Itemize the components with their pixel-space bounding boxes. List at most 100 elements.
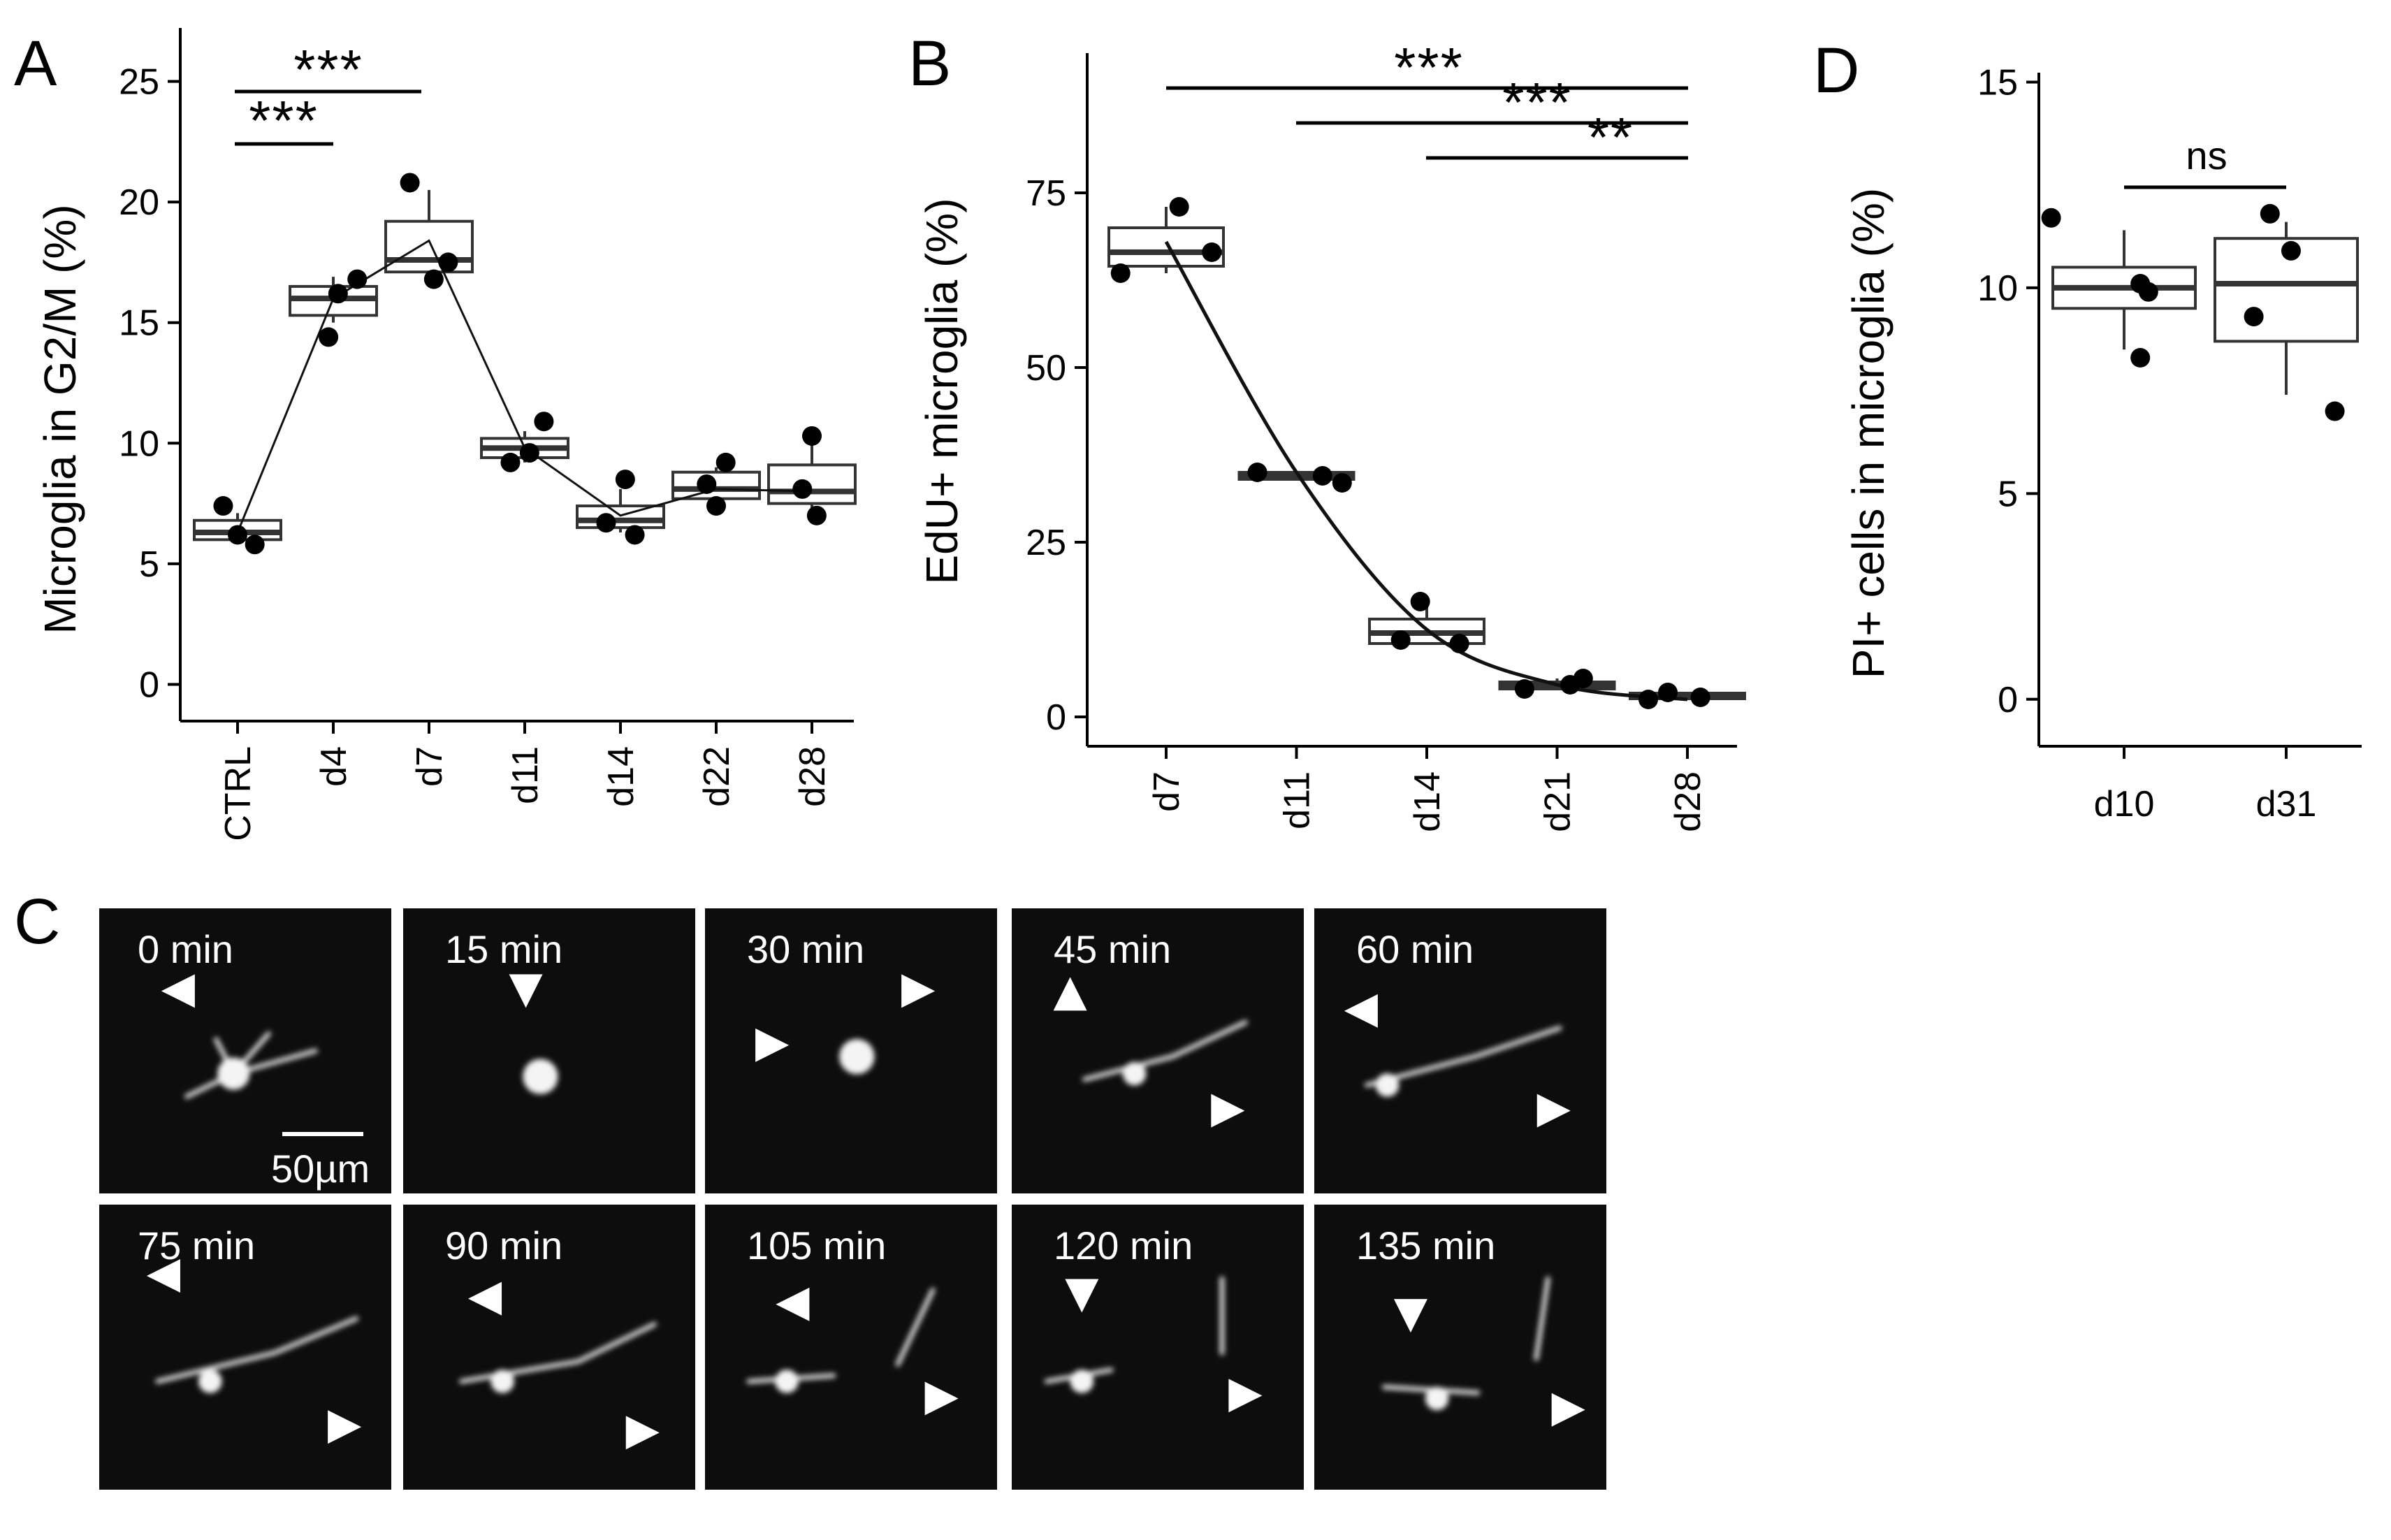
box-d10 (2051, 230, 2197, 350)
y-tick-label: 15 (1977, 62, 2018, 103)
data-point (519, 443, 539, 463)
data-point (697, 474, 717, 494)
data-point (2325, 401, 2345, 421)
box-d7 (384, 189, 474, 275)
frame-background (1314, 908, 1606, 1193)
x-tick-label: d11 (1277, 771, 1318, 829)
arrowhead-marker (924, 1381, 959, 1416)
x-tick-label: d28 (1668, 771, 1708, 832)
y-tick-label: 5 (139, 544, 159, 585)
y-tick-label: 0 (1046, 697, 1066, 738)
cell-process (272, 1316, 359, 1356)
micrograph-frame: 135 min (1314, 1205, 1606, 1490)
arrowhead-marker (1536, 1094, 1571, 1128)
cell-body (523, 1059, 558, 1094)
cell-process (155, 1350, 277, 1384)
scale-bar: 50µm (271, 1132, 370, 1191)
micrograph-frame: 105 min (705, 1205, 997, 1490)
arrowhead-marker (1344, 994, 1378, 1028)
frame-background (1314, 1205, 1606, 1490)
x-tick-label: d22 (697, 746, 737, 807)
y-tick-label: 5 (1998, 474, 2018, 514)
microglia-cell (523, 1059, 558, 1094)
y-tick-label: 25 (119, 62, 159, 103)
panel-d-y-axis-title: PI+ cells in microglia (%) (1843, 188, 1894, 678)
x-tick-label: d7 (1147, 771, 1187, 812)
y-tick-label: 50 (1026, 348, 1066, 388)
panel-a-y-ticks: 0 5 10 15 20 25 (119, 62, 180, 705)
data-point (802, 426, 822, 446)
data-point (400, 173, 420, 193)
y-tick-label: 0 (1998, 680, 2018, 720)
trend-line (1164, 240, 1688, 702)
frame-background (99, 1205, 391, 1490)
micrograph-frame: 90 min (403, 1205, 695, 1490)
panel-d-points (2041, 203, 2345, 421)
frame-background (403, 908, 695, 1193)
panel-d-y-ticks: 0 5 10 15 (1977, 62, 2039, 720)
panel-a-points (213, 173, 827, 555)
micrograph-frame: 120 min (1012, 1205, 1304, 1490)
data-point (534, 412, 554, 432)
x-tick-label: d4 (314, 746, 354, 787)
box-d28 (767, 443, 857, 514)
box-iqr (671, 470, 761, 500)
arrowhead-marker (328, 1410, 362, 1444)
frame-time-label: 45 min (1054, 927, 1171, 971)
x-tick-label: CTRL (218, 746, 259, 841)
panel-b-boxes (1107, 207, 1746, 700)
data-point (1514, 679, 1534, 699)
y-tick-label: 15 (119, 303, 159, 344)
frame-time-label: 90 min (445, 1223, 562, 1267)
arrowhead-marker (146, 1259, 180, 1293)
panel-a-x-ticks: CTRL d4 d7 d11 d14 d22 d28 (218, 721, 833, 841)
cell-body (198, 1370, 222, 1393)
frame-time-label: 135 min (1356, 1223, 1495, 1267)
panel-c-micrographs: C 0 min 15 min 30 min 45 min 60 min 75 min 90 … (14, 886, 1606, 1490)
x-tick-label: d10 (2094, 784, 2155, 825)
panel-d-y-axis (2037, 73, 2362, 748)
arrowhead-marker (1228, 1379, 1263, 1413)
panel-a-y-axis (179, 28, 854, 722)
panel-a-y-axis-title: Microglia in G2/M (%) (35, 204, 85, 634)
data-point (500, 452, 521, 472)
arrowhead-marker (625, 1416, 660, 1450)
frame-background (705, 1205, 997, 1490)
arrowhead-marker (755, 1028, 790, 1062)
data-point (806, 505, 827, 525)
panel-d-x-ticks: d10 d31 (2094, 746, 2316, 825)
data-point (615, 470, 635, 490)
micrograph-frame: 75 min (99, 1205, 391, 1490)
micrograph-grid: 0 min 15 min 30 min 45 min 60 min 75 min 90 mi… (99, 908, 1606, 1490)
data-point (1169, 197, 1189, 217)
x-tick-label: d14 (1407, 771, 1448, 832)
panel-b-chart: B EdU+ microglia (%) 0 25 50 75 d7 d11 d14 d21… (908, 28, 1746, 832)
frame-time-label: 60 min (1356, 927, 1474, 971)
cell-body (775, 1370, 799, 1393)
data-point (228, 525, 247, 545)
panel-b-significance: *** *** ** (1166, 36, 1688, 168)
frame-time-label: 105 min (747, 1223, 886, 1267)
data-point (706, 496, 726, 516)
frame-time-label: 0 min (138, 927, 233, 971)
cell-body (839, 1039, 875, 1075)
box-d14 (576, 488, 665, 533)
panel-label-a: A (14, 28, 57, 99)
x-tick-label: d14 (601, 746, 641, 807)
microglia-cell (155, 1316, 359, 1393)
panel-label-b: B (908, 28, 951, 99)
arrowhead-marker (901, 974, 936, 1008)
data-point (625, 525, 645, 545)
microglia-cell (1381, 1276, 1550, 1411)
cell-process (1472, 1025, 1562, 1059)
data-point (438, 252, 458, 273)
data-point (2130, 348, 2151, 368)
panel-b-points (1110, 197, 1710, 709)
arrowhead-marker (1551, 1393, 1585, 1427)
panel-b-sig-d14-d28: ** (1587, 106, 1634, 168)
box-d4 (289, 277, 378, 323)
box-iqr (576, 504, 665, 530)
micrograph-frame: 15 min (403, 908, 695, 1193)
panel-d-boxes (2051, 221, 2359, 395)
data-point (1560, 675, 1580, 695)
